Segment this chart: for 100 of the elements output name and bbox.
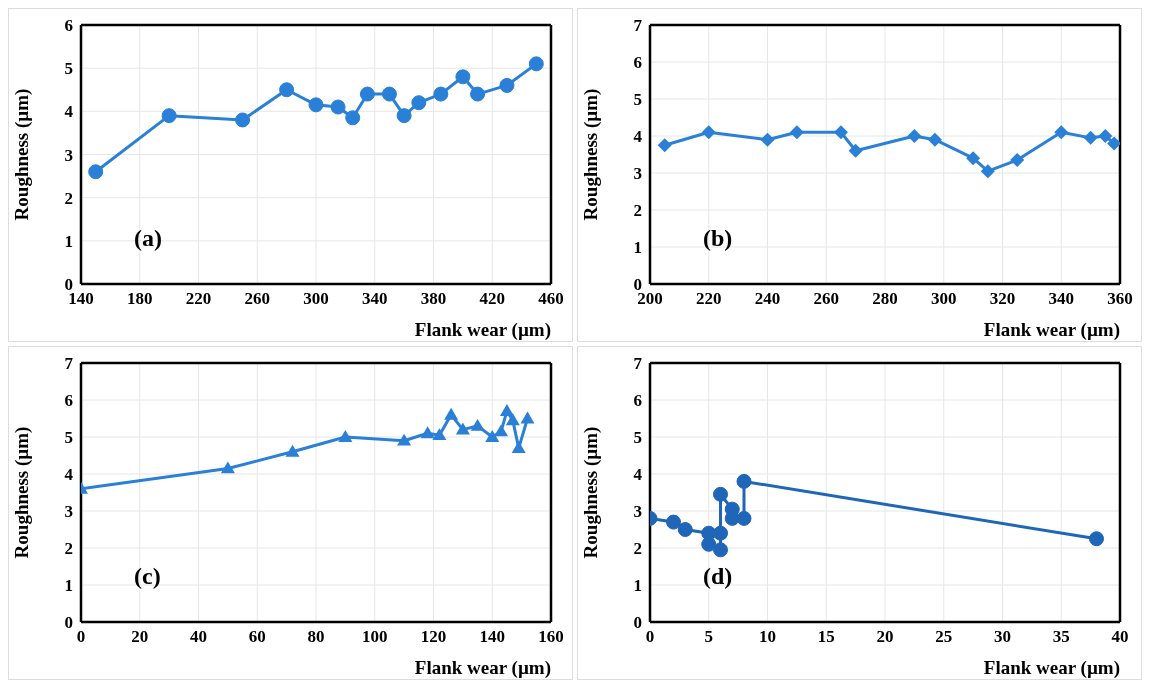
y-tick-label: 0: [633, 613, 642, 633]
x-tick-label: 300: [303, 289, 329, 309]
x-tick-label: 120: [420, 627, 447, 647]
annotation: (b): [703, 225, 733, 252]
point: [396, 108, 412, 124]
point: [511, 441, 526, 453]
x-tick-label: 340: [362, 289, 388, 309]
x-axis-title: Flank wear (µm): [983, 657, 1120, 679]
x-axis-title: Flank wear (µm): [414, 319, 551, 341]
point: [528, 56, 544, 72]
point: [520, 411, 535, 424]
point: [220, 461, 235, 474]
annotation: (d): [703, 563, 733, 590]
y-tick-label: 5: [64, 428, 73, 448]
point: [1010, 153, 1025, 168]
point: [713, 486, 728, 502]
x-tick-label: 340: [1048, 289, 1074, 309]
x-tick-label: 380: [420, 289, 447, 309]
point: [308, 97, 324, 113]
x-tick-label: 160: [538, 627, 564, 647]
x-tick-label: 420: [479, 289, 505, 309]
x-axis-title: Flank wear (µm): [983, 319, 1120, 341]
y-tick-label: 1: [633, 576, 642, 596]
point: [927, 132, 942, 147]
y-tick-label: 4: [64, 465, 74, 485]
point: [285, 444, 300, 457]
point: [88, 164, 104, 180]
point: [338, 430, 353, 442]
y-tick-label: 6: [64, 16, 73, 36]
y-tick-label: 7: [64, 354, 74, 374]
y-tick-label: 5: [64, 59, 73, 79]
y-tick-label: 2: [64, 539, 73, 559]
x-tick-label: 240: [754, 289, 781, 309]
point: [455, 69, 471, 85]
y-axis-title: Roughness (µm): [10, 426, 33, 559]
x-tick-label: 200: [637, 289, 663, 309]
point: [713, 542, 728, 558]
point: [677, 522, 693, 537]
point: [420, 426, 435, 439]
y-tick-label: 6: [633, 391, 642, 411]
point: [701, 125, 716, 140]
x-tick-label: 180: [127, 289, 153, 309]
point: [505, 413, 520, 426]
point: [411, 95, 427, 111]
point: [345, 110, 361, 126]
x-tick-label: 15: [817, 627, 835, 647]
point: [907, 129, 922, 143]
y-tick-label: 4: [64, 102, 74, 122]
x-tick-label: 100: [362, 627, 388, 647]
point: [1089, 531, 1104, 547]
point: [432, 428, 447, 441]
x-tick-label: 25: [935, 627, 953, 647]
x-tick-label: 20: [876, 627, 894, 647]
x-tick-label: 35: [1052, 627, 1070, 647]
point: [494, 424, 509, 437]
point: [666, 514, 681, 530]
point: [359, 86, 375, 102]
point: [397, 433, 412, 446]
x-tick-label: 140: [479, 627, 505, 647]
x-tick-label: 5: [704, 627, 713, 647]
y-tick-label: 2: [64, 188, 73, 208]
point: [789, 125, 804, 140]
y-tick-label: 3: [64, 145, 73, 165]
annotation: (a): [134, 225, 162, 252]
x-tick-label: 40: [190, 627, 207, 647]
x-tick-label: 320: [989, 289, 1016, 309]
x-tick-label: 300: [931, 289, 957, 309]
x-tick-label: 220: [696, 289, 722, 309]
x-tick-label: 460: [538, 289, 564, 309]
y-tick-label: 1: [64, 231, 73, 251]
point: [433, 86, 449, 102]
point: [444, 407, 459, 420]
point: [713, 525, 728, 541]
y-tick-label: 7: [633, 354, 643, 374]
y-axis-title: Roughness (µm): [10, 88, 33, 221]
point: [833, 125, 848, 140]
y-tick-label: 7: [633, 16, 643, 36]
point: [1054, 125, 1069, 140]
point: [485, 430, 500, 442]
point: [848, 143, 863, 158]
point: [736, 473, 752, 489]
y-tick-label: 3: [633, 502, 642, 522]
y-tick-label: 1: [633, 238, 642, 258]
point: [760, 132, 775, 147]
y-tick-label: 1: [64, 576, 73, 596]
x-tick-label: 280: [872, 289, 898, 309]
x-tick-label: 10: [759, 627, 776, 647]
point: [701, 536, 717, 552]
x-tick-label: 40: [1111, 627, 1129, 647]
y-tick-label: 2: [633, 539, 642, 559]
y-tick-label: 2: [633, 201, 642, 221]
y-tick-label: 5: [633, 428, 642, 448]
y-tick-label: 6: [64, 391, 73, 411]
point: [279, 82, 295, 98]
x-tick-label: 260: [244, 289, 270, 309]
y-tick-label: 3: [64, 502, 73, 522]
point: [499, 77, 515, 93]
x-tick-label: 360: [1107, 289, 1133, 309]
x-tick-label: 260: [813, 289, 839, 309]
x-tick-label: 140: [68, 289, 94, 309]
